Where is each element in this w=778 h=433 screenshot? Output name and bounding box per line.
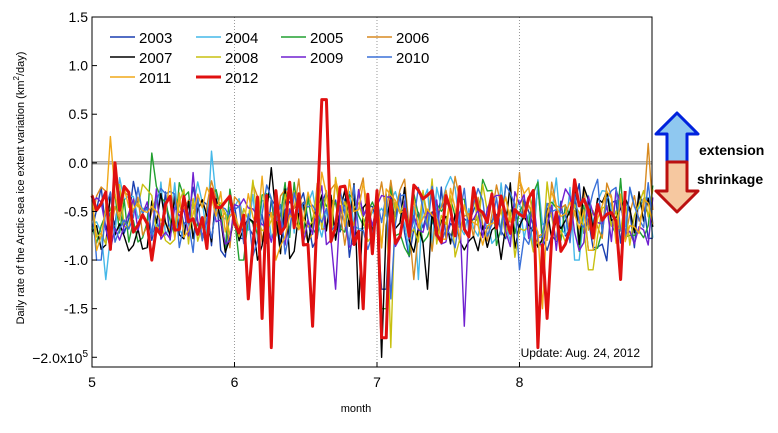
series-line-2012 <box>90 98 627 350</box>
legend: 2003 2004 2005 2006 2007 2008 2009 2010 2011 2012 <box>110 30 429 87</box>
legend-label-2010: 2010 <box>396 50 429 67</box>
legend-label-2006: 2006 <box>396 30 429 47</box>
tick-layer: 5 6 7 8 1.5 1.0 0.5 0.0 -0.5 -1.0 -1.5 <box>64 9 524 390</box>
series-line-2009 <box>91 171 654 327</box>
shrinkage-label: shrinkage <box>697 171 763 187</box>
legend-label-2005: 2005 <box>310 30 343 47</box>
legend-label-2009: 2009 <box>310 50 343 67</box>
y-axis-bottom-label: −2.0x105 <box>32 349 88 366</box>
plot-frame <box>91 16 653 368</box>
y-tick-label: -1.0 <box>64 252 88 268</box>
y-tick-label: 0.0 <box>69 155 89 171</box>
x-tick-label: 6 <box>231 374 239 390</box>
shrinkage-arrow <box>654 160 700 214</box>
direction-indicator: extension shrinkage <box>654 111 764 214</box>
y-tick-label: 1.0 <box>69 58 89 74</box>
extension-arrow <box>654 111 700 164</box>
update-annotation: Update: Aug. 24, 2012 <box>521 346 641 360</box>
y-axis-title: Daily rate of the Arctic sea ice extent … <box>12 52 27 325</box>
x-tick-label: 5 <box>88 374 96 390</box>
legend-label-2004: 2004 <box>225 30 258 47</box>
y-tick-label: 1.5 <box>69 9 89 25</box>
legend-label-2011: 2011 <box>139 70 171 87</box>
legend-label-2007: 2007 <box>139 50 172 67</box>
legend-label-2008: 2008 <box>225 50 258 67</box>
extension-label: extension <box>699 142 764 158</box>
x-axis-title: month <box>341 403 372 415</box>
zero-line-layer <box>92 161 652 165</box>
series-layer <box>90 98 654 358</box>
x-tick-label: 7 <box>373 374 381 390</box>
y-tick-label: 0.5 <box>69 106 89 122</box>
legend-label-2003: 2003 <box>139 30 172 47</box>
y-tick-label: -0.5 <box>64 203 88 219</box>
x-tick-label: 8 <box>516 374 524 390</box>
y-tick-label: -1.5 <box>64 301 88 317</box>
legend-label-2012: 2012 <box>225 70 258 87</box>
